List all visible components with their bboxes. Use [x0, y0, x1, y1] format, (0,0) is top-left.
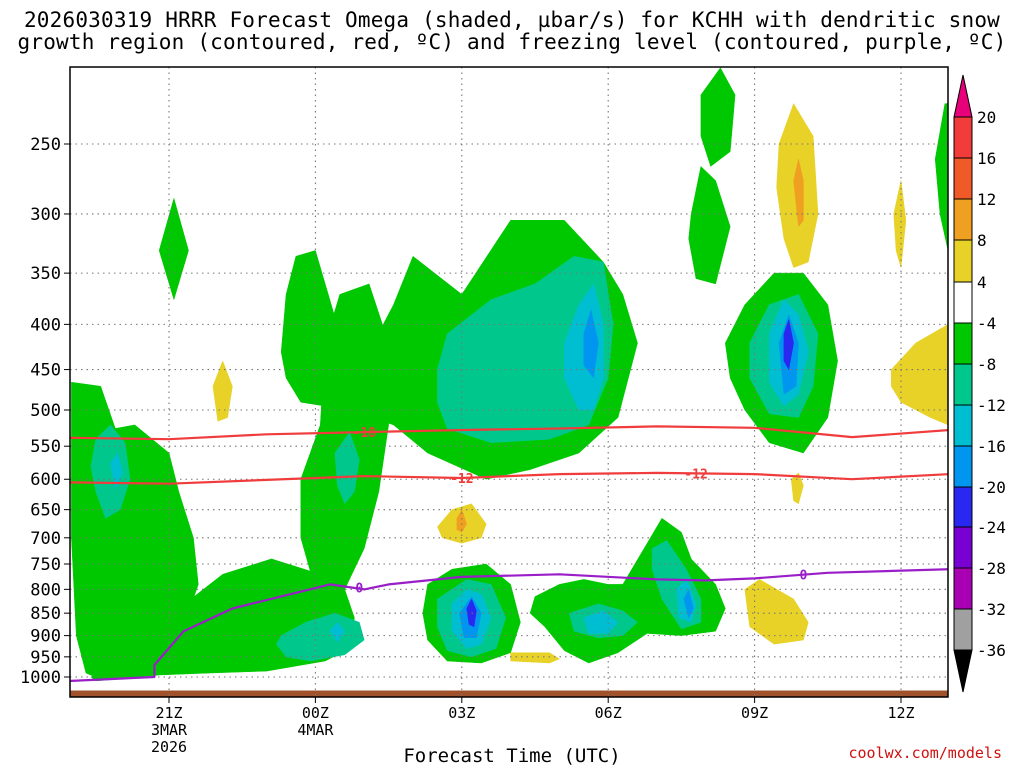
contour-line-0 [70, 425, 948, 441]
x-axis-label: Forecast Time (UTC) [403, 745, 621, 767]
y-tick-label-550: 550 [30, 437, 61, 457]
omega-region-29 [683, 589, 694, 619]
omega-region-24 [110, 452, 123, 489]
y-tick-label-950: 950 [30, 648, 61, 668]
y-tick-label-350: 350 [30, 264, 61, 284]
omega-shading-layer [70, 67, 948, 697]
colorbar-label-6: -8 [977, 355, 996, 374]
y-tick-label-700: 700 [30, 529, 61, 549]
omega-region-26 [583, 309, 599, 379]
contour-line-2 [70, 568, 948, 682]
colorbar-bin-4 [953, 281, 973, 324]
colorbar-label-12: -32 [977, 600, 1006, 619]
colorbar-label-2: 12 [977, 190, 996, 209]
colorbar-label-1: 16 [977, 149, 996, 168]
contour-label-1-1: -12 [684, 468, 707, 483]
y-tick-label-650: 650 [30, 501, 61, 521]
colorbar-bin-7 [953, 404, 973, 447]
omega-region-21 [583, 610, 619, 634]
chart-title-line1: 2026030319 HRRR Forecast Omega (shaded, … [23, 8, 1001, 32]
colorbar-bin-10 [953, 526, 973, 569]
colorbar-bin-1 [953, 157, 973, 200]
colorbar-bin-6 [953, 363, 973, 406]
x-tick-label-09Z-0: 09Z [741, 704, 768, 722]
gridlines [70, 67, 948, 697]
y-tick-label-850: 850 [30, 604, 61, 624]
y-tick-label-500: 500 [30, 401, 61, 421]
colorbar-bin-3 [953, 239, 973, 283]
credit-text: coolwx.com/models [848, 744, 1002, 762]
colorbar-label-13: -36 [977, 641, 1006, 660]
contour-label-2-1: 0 [799, 568, 807, 583]
colorbar-label-0: 20 [977, 108, 996, 127]
chart-title-line2: growth region (contoured, red, ºC) and f… [17, 30, 1007, 54]
contour-label-2-0: 0 [355, 581, 363, 596]
contour-label-1-0: -12 [450, 472, 473, 487]
colorbar-bin-12 [953, 608, 973, 651]
x-tick-label-21Z-2: 2026 [151, 738, 187, 756]
x-tick-label-03Z-0: 03Z [448, 704, 475, 722]
colorbar-bin-0 [953, 116, 973, 159]
colorbar-label-4: 4 [977, 273, 987, 292]
omega-region-39 [790, 472, 804, 505]
omega-region-34 [510, 652, 560, 664]
colorbar-bin-8 [953, 445, 973, 488]
x-tick-label-00Z-0: 00Z [302, 704, 329, 722]
x-tick-label-21Z-1: 3MAR [151, 721, 188, 739]
colorbar-label-7: -12 [977, 396, 1006, 415]
omega-region-38 [890, 324, 948, 426]
y-tick-label-450: 450 [30, 361, 61, 381]
omega-region-8 [700, 67, 736, 167]
omega-region-25 [329, 622, 345, 643]
contour-label-0-0: -18 [352, 426, 376, 441]
y-tick-label-400: 400 [30, 315, 61, 335]
omega-region-7 [688, 166, 731, 285]
omega-region-10 [934, 103, 948, 251]
y-tick-label-900: 900 [30, 627, 61, 647]
y-tick-label-250: 250 [30, 135, 61, 155]
colorbar-label-11: -28 [977, 559, 1006, 578]
x-tick-label-12Z-0: 12Z [887, 704, 914, 722]
y-tick-label-1000: 1000 [20, 668, 61, 688]
colorbar: 20 16 12 8 4 -4 -8 -12 -16 -20 -24 -28 -32 -36 [953, 74, 1006, 693]
colorbar-bin-11 [953, 567, 973, 610]
colorbar-bottom-arrow [953, 649, 973, 693]
y-tick-label-750: 750 [30, 555, 61, 575]
colorbar-label-8: -16 [977, 437, 1006, 456]
colorbar-label-9: -20 [977, 478, 1006, 497]
colorbar-top-arrow [953, 74, 973, 118]
omega-region-37 [893, 180, 907, 268]
plot-frame [69, 66, 949, 698]
colorbar-label-3: 8 [977, 231, 987, 250]
colorbar-label-5: -4 [977, 314, 996, 333]
omega-region-40 [793, 158, 804, 227]
x-tick-label-00Z-1: 4MAR [297, 721, 334, 739]
colorbar-bin-2 [953, 198, 973, 241]
contour-layer: -18 -12 -12 0 0 [70, 425, 948, 682]
x-tick-label-21Z-0: 21Z [155, 704, 182, 722]
x-tick-label-06Z-0: 06Z [595, 704, 622, 722]
y-tick-label-300: 300 [30, 205, 61, 225]
colorbar-bin-9 [953, 486, 973, 528]
ground-strip [70, 690, 948, 697]
y-tick-label-600: 600 [30, 470, 61, 490]
omega-region-14 [276, 612, 365, 662]
omega-region-31 [783, 319, 794, 370]
colorbar-bin-5 [953, 322, 973, 365]
omega-region-32 [212, 360, 233, 422]
y-tick-label-800: 800 [30, 580, 61, 600]
y-axis: 250 300 350 400 450 500 550 600 650 700 750 800 850 9… [20, 135, 70, 688]
omega-region-35 [744, 579, 809, 645]
omega-region-41 [456, 509, 467, 533]
colorbar-label-10: -24 [977, 518, 1006, 537]
plot-border [69, 66, 949, 698]
contour-line-1 [70, 471, 948, 485]
